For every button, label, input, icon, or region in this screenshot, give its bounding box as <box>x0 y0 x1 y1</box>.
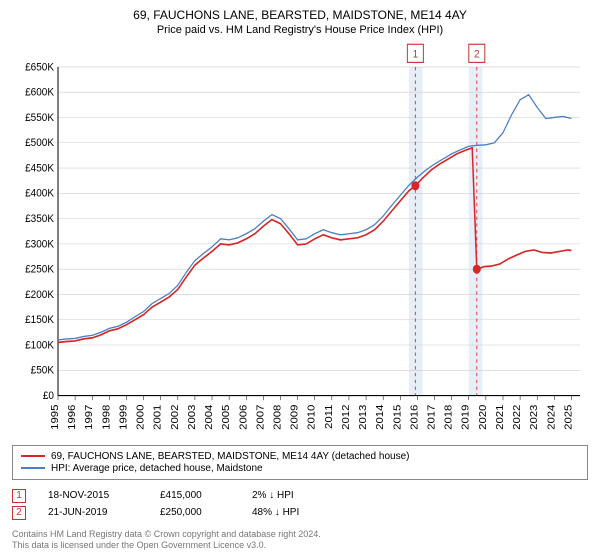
x-tick-label: 2015 <box>392 405 403 430</box>
y-tick-label: £150K <box>25 314 54 327</box>
y-tick-label: £200K <box>25 288 54 301</box>
chart-container: 69, FAUCHONS LANE, BEARSTED, MAIDSTONE, … <box>0 0 600 560</box>
legend-row: HPI: Average price, detached house, Maid… <box>21 463 579 474</box>
x-tick-label: 2025 <box>563 405 574 430</box>
sale-marker-label: 2 <box>474 48 480 61</box>
x-tick-label: 2017 <box>426 405 437 430</box>
legend-swatch <box>21 467 45 469</box>
legend-swatch <box>21 455 45 457</box>
y-tick-label: £50K <box>31 364 54 377</box>
x-tick-label: 2002 <box>169 405 180 430</box>
y-tick-label: £350K <box>25 212 54 225</box>
sales-row-price: £415,000 <box>160 490 240 501</box>
sales-row-hpi: 48% ↓ HPI <box>252 507 342 518</box>
y-tick-label: £650K <box>25 61 54 74</box>
x-tick-label: 2020 <box>477 405 488 430</box>
x-tick-label: 2006 <box>238 405 249 430</box>
y-tick-label: £0 <box>43 389 54 402</box>
x-tick-label: 2012 <box>341 405 352 430</box>
x-tick-label: 2018 <box>443 405 454 430</box>
sale-marker-label: 1 <box>413 48 419 61</box>
sale-point-marker <box>411 181 419 190</box>
legend-label: 69, FAUCHONS LANE, BEARSTED, MAIDSTONE, … <box>51 451 409 462</box>
x-tick-label: 1996 <box>67 405 78 430</box>
sales-row-price: £250,000 <box>160 507 240 518</box>
x-tick-label: 2003 <box>186 405 197 430</box>
x-tick-label: 2005 <box>221 405 232 430</box>
series-property <box>58 148 571 343</box>
x-tick-label: 2008 <box>272 405 283 430</box>
x-tick-label: 1999 <box>118 405 129 430</box>
x-tick-label: 2009 <box>289 405 300 430</box>
sales-row-date: 18-NOV-2015 <box>38 490 148 501</box>
x-tick-label: 2010 <box>306 405 317 430</box>
sales-row: 2 21-JUN-2019 £250,000 48% ↓ HPI <box>12 506 588 520</box>
chart-subtitle: Price paid vs. HM Land Registry's House … <box>12 24 588 36</box>
sale-point-marker <box>473 265 481 274</box>
x-tick-label: 1998 <box>101 405 112 430</box>
sales-row-hpi: 2% ↓ HPI <box>252 490 342 501</box>
y-tick-label: £450K <box>25 162 54 175</box>
x-tick-label: 2024 <box>546 405 557 430</box>
footer-line-2: This data is licensed under the Open Gov… <box>12 540 588 552</box>
footer-line-1: Contains HM Land Registry data © Crown c… <box>12 529 588 541</box>
x-tick-label: 2004 <box>204 405 215 430</box>
series-hpi <box>58 95 571 340</box>
x-tick-label: 2013 <box>358 405 369 430</box>
x-tick-label: 2023 <box>529 405 540 430</box>
sales-row: 1 18-NOV-2015 £415,000 2% ↓ HPI <box>12 489 588 503</box>
legend-label: HPI: Average price, detached house, Maid… <box>51 463 263 474</box>
x-tick-label: 2000 <box>135 405 146 430</box>
x-tick-label: 2011 <box>323 405 334 429</box>
x-tick-label: 2022 <box>512 405 523 430</box>
x-tick-label: 2016 <box>409 405 420 430</box>
sales-row-date: 21-JUN-2019 <box>38 507 148 518</box>
chart-svg: £0 £50K £100K £150K £200K £250K £300K £350K £400… <box>12 42 588 439</box>
legend: 69, FAUCHONS LANE, BEARSTED, MAIDSTONE, … <box>12 445 588 480</box>
legend-row: 69, FAUCHONS LANE, BEARSTED, MAIDSTONE, … <box>21 451 579 462</box>
y-tick-label: £600K <box>25 86 54 99</box>
chart-plot-area: £0 £50K £100K £150K £200K £250K £300K £350K £400… <box>12 42 588 439</box>
chart-title: 69, FAUCHONS LANE, BEARSTED, MAIDSTONE, … <box>12 8 588 22</box>
x-tick-label: 1995 <box>50 405 61 430</box>
x-tick-label: 2007 <box>255 405 266 430</box>
sales-row-marker: 1 <box>12 489 26 503</box>
y-tick-label: £250K <box>25 263 54 276</box>
x-tick-label: 2019 <box>460 405 471 430</box>
x-tick-label: 1997 <box>84 405 95 430</box>
y-tick-label: £500K <box>25 137 54 150</box>
y-tick-label: £100K <box>25 339 54 352</box>
footer: Contains HM Land Registry data © Crown c… <box>12 529 588 552</box>
y-tick-label: £300K <box>25 238 54 251</box>
x-tick-label: 2001 <box>152 405 163 430</box>
y-tick-label: £400K <box>25 187 54 200</box>
sales-table: 1 18-NOV-2015 £415,000 2% ↓ HPI 2 21-JUN-2019… <box>12 486 588 523</box>
x-tick-label: 2014 <box>375 405 386 430</box>
x-tick-label: 2021 <box>495 405 506 430</box>
y-tick-label: £550K <box>25 111 54 124</box>
sales-row-marker: 2 <box>12 506 26 520</box>
